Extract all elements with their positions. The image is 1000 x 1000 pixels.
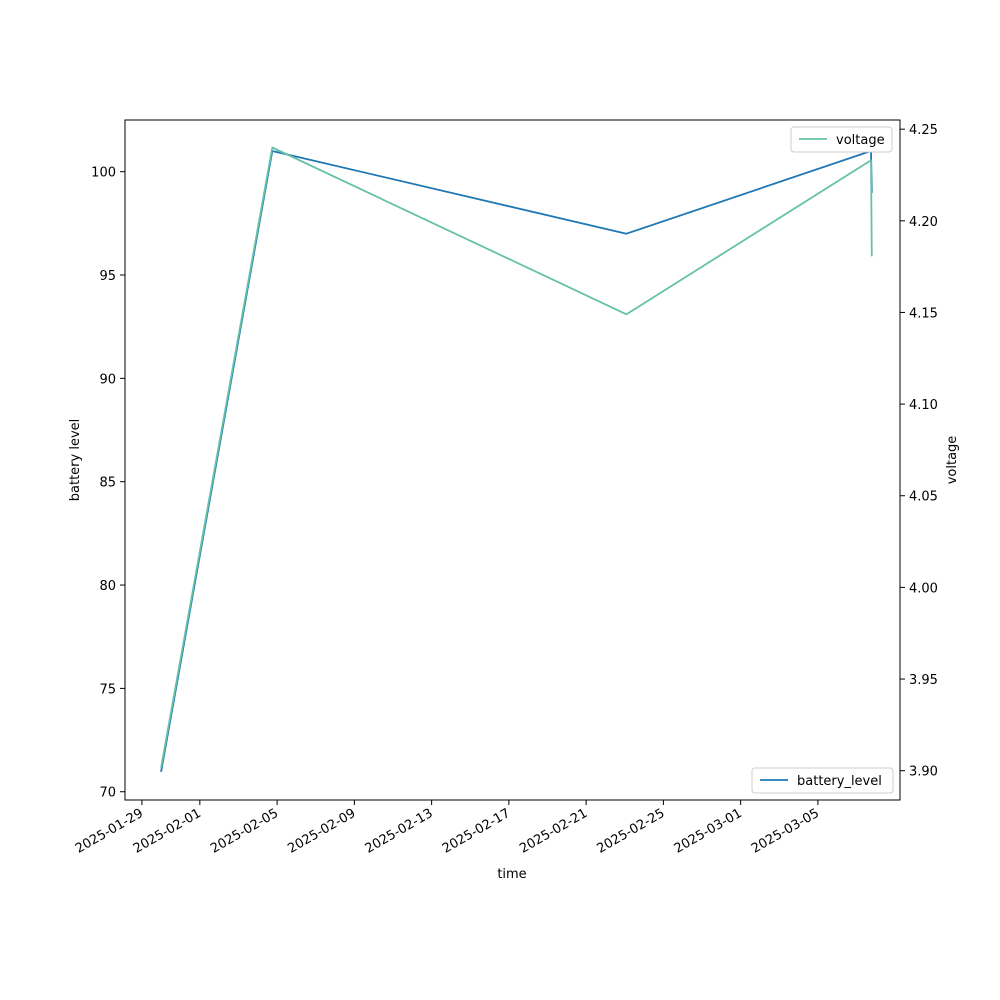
legend-box (751, 767, 894, 794)
right-y-axis-ticks: 3.90 3.95 4.00 4.05 4.10 4.15 4.20 4.25 (900, 123, 938, 780)
right-y-tick-label: 4.10 (909, 398, 938, 413)
legend-label-voltage: voltage (836, 133, 885, 148)
x-tick-label: 2025-02-21 (517, 806, 590, 857)
x-tick-label: 2025-02-25 (594, 806, 667, 857)
legend-label-battery-level: battery_level (797, 774, 882, 789)
right-y-tick-label: 4.05 (909, 490, 938, 505)
left-y-axis-title: battery level (68, 419, 83, 502)
legend-voltage: voltage (790, 126, 893, 153)
x-tick-label: 2025-02-13 (363, 806, 436, 857)
plot-frame (124, 119, 901, 801)
series-line-voltage (160, 146, 873, 768)
x-tick-label: 2025-02-17 (440, 806, 513, 857)
legend-box (790, 126, 893, 153)
right-y-tick-label: 3.95 (909, 673, 938, 688)
legend-battery-level: battery_level (751, 767, 894, 794)
x-tick-label: 2025-02-09 (285, 806, 358, 857)
right-y-tick-label: 4.20 (909, 215, 938, 230)
right-y-tick-label: 4.25 (909, 123, 938, 138)
left-y-tick-label: 85 (99, 476, 116, 491)
x-axis-title: time (497, 867, 526, 882)
right-y-axis-title: voltage (945, 436, 960, 485)
left-y-tick-label: 80 (99, 579, 116, 594)
right-y-tick-label: 3.90 (909, 765, 938, 780)
left-y-tick-label: 100 (91, 166, 116, 181)
x-tick-label: 2025-03-05 (749, 806, 822, 857)
right-y-tick-label: 4.00 (909, 581, 938, 596)
left-y-tick-label: 95 (99, 269, 116, 284)
left-y-tick-label: 90 (99, 372, 116, 387)
right-y-tick-label: 4.15 (909, 306, 938, 321)
x-tick-label: 2025-02-05 (208, 806, 281, 857)
series-lines (160, 146, 873, 772)
left-y-axis-ticks: 70 75 80 85 90 95 100 (91, 166, 125, 801)
plot-area (125, 120, 900, 800)
left-y-tick-label: 70 (99, 786, 116, 801)
left-y-tick-label: 75 (99, 682, 116, 697)
x-tick-label: 2025-03-01 (672, 806, 745, 857)
